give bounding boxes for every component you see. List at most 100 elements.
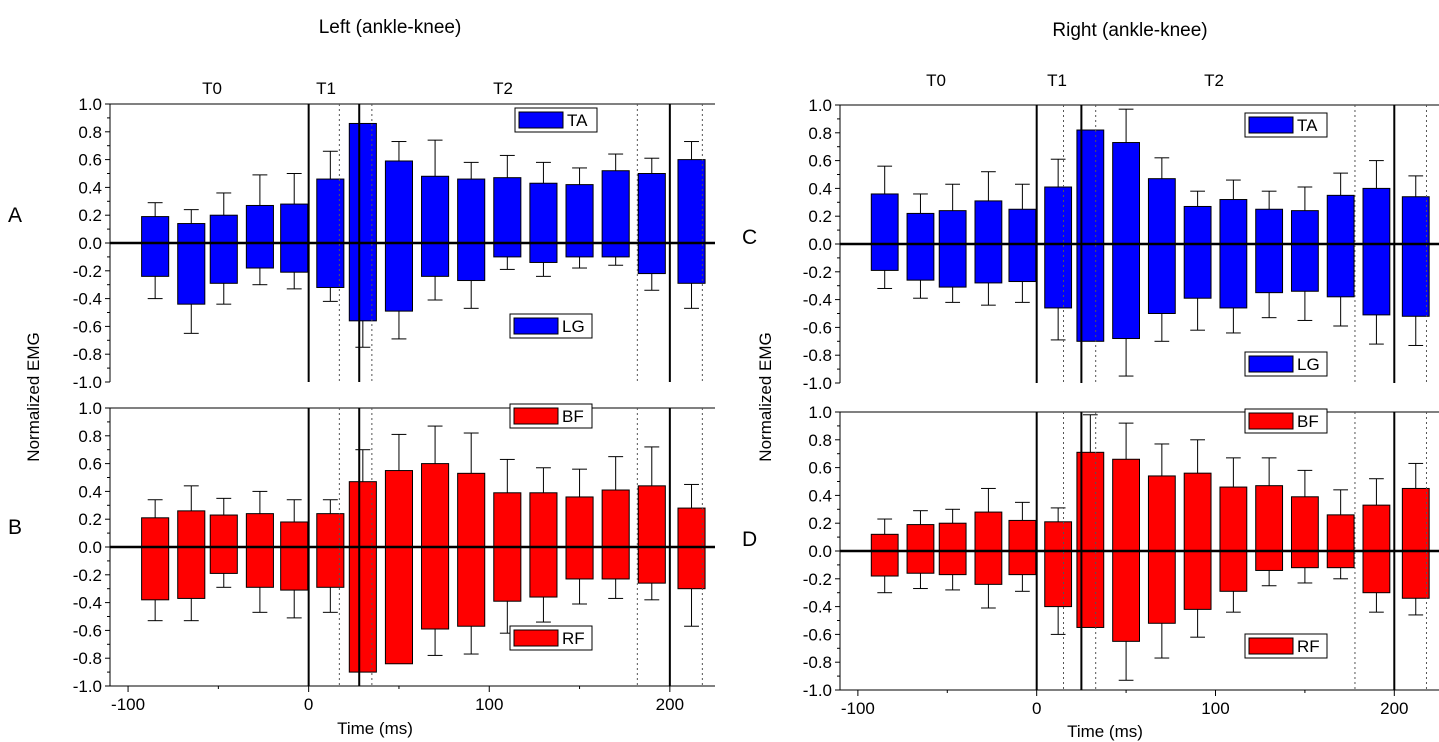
bar-lg — [245, 242, 274, 269]
legend-rf: RF — [1244, 633, 1328, 659]
bar-rf — [1255, 550, 1284, 571]
bar-bf — [1008, 519, 1037, 552]
panel-d: -1.0 -0.8 -0.6 -0.4 -0.2 0.0 0.2 0.4 0.6 0.8 1.0 -1… — [803, 403, 1439, 718]
bar-rf — [421, 546, 450, 630]
panel-letter-c: C — [742, 226, 757, 249]
bar-lg — [906, 243, 935, 281]
y-tick-label: 0.4 — [808, 486, 832, 505]
bar-rf — [974, 550, 1003, 585]
bar-bf — [457, 472, 486, 548]
bar-lg — [601, 242, 630, 258]
y-tick-label: -0.8 — [803, 346, 832, 365]
y-tick-label: 0.0 — [808, 542, 832, 561]
bar-bf — [565, 496, 594, 548]
bar-bf — [677, 507, 706, 548]
series-bf — [870, 414, 1430, 552]
y-tick-label: 1.0 — [78, 399, 102, 418]
bar-rf — [1290, 550, 1319, 569]
bar-ta — [316, 178, 345, 244]
y-tick-label: 0.2 — [78, 510, 102, 529]
y-tick-label: 0.4 — [78, 482, 102, 501]
legend-label: BF — [1297, 412, 1319, 431]
y-tick-label: -0.4 — [803, 598, 832, 617]
bar-ta — [177, 223, 206, 244]
right-phase-t0: T0 — [926, 71, 946, 90]
legend-ta: TA — [1244, 112, 1328, 138]
x-tick-label: 100 — [475, 695, 503, 714]
bar-rf — [1183, 550, 1212, 610]
y-tick-label: 0.6 — [808, 152, 832, 171]
bar-bf — [1401, 487, 1430, 552]
bar-lg — [565, 242, 594, 258]
y-tick-label: -1.0 — [73, 677, 102, 696]
bar-bf — [974, 511, 1003, 552]
bar-ta — [1147, 178, 1176, 245]
y-tick-label: -0.4 — [73, 594, 102, 613]
right-ylabel: Normalized EMG — [756, 332, 775, 461]
bar-rf — [1326, 550, 1355, 569]
y-tick-label: -0.6 — [73, 317, 102, 336]
bar-lg — [280, 242, 309, 273]
legend-label: RF — [1297, 637, 1320, 656]
bar-lg — [1183, 243, 1212, 299]
bar-bf — [1147, 475, 1176, 552]
x-tick-label: 0 — [1032, 699, 1041, 718]
bar-bf — [938, 522, 967, 552]
legend-swatch — [513, 407, 559, 425]
bar-bf — [316, 513, 345, 548]
y-tick-label: -0.6 — [73, 621, 102, 640]
y-tick-label: 0.0 — [808, 235, 832, 254]
left-ylabel: Normalized EMG — [24, 332, 43, 461]
y-tick-label: 0.6 — [78, 151, 102, 170]
right-phase-t2: T2 — [1204, 71, 1224, 90]
y-tick-label: -0.8 — [73, 649, 102, 668]
panel-letter-d: D — [742, 528, 757, 551]
bar-rf — [938, 550, 967, 576]
left-phase-t2: T2 — [493, 79, 513, 98]
bar-ta — [565, 184, 594, 244]
series-rf — [141, 546, 706, 673]
bar-lg — [974, 243, 1003, 284]
y-tick-label: -0.8 — [73, 345, 102, 364]
legend-label: TA — [567, 111, 588, 130]
y-tick-label: -0.2 — [803, 263, 832, 282]
legend-swatch — [1248, 412, 1294, 430]
panel-letter-b: B — [8, 516, 22, 539]
bar-lg — [1219, 243, 1248, 309]
bar-ta — [348, 122, 377, 244]
bar-bf — [1219, 486, 1248, 552]
bar-bf — [1044, 521, 1073, 552]
bar-rf — [209, 546, 238, 574]
legend-label: LG — [562, 317, 585, 336]
y-tick-label: 0.0 — [78, 538, 102, 557]
series-ta — [141, 122, 706, 244]
y-tick-label: -0.4 — [73, 290, 102, 309]
y-tick-label: 0.4 — [808, 179, 832, 198]
bar-ta — [974, 200, 1003, 245]
bar-ta — [384, 160, 414, 244]
y-tick-label: -1.0 — [803, 681, 832, 700]
y-tick-label: 1.0 — [808, 403, 832, 422]
bar-lg — [1290, 243, 1319, 292]
legend-lg: LG — [1244, 351, 1328, 377]
bar-ta — [421, 175, 450, 244]
bar-ta — [1219, 199, 1248, 245]
bar-bf — [906, 524, 935, 552]
series-rf — [870, 550, 1430, 681]
y-tick-label: 0.8 — [808, 124, 832, 143]
legend-label: RF — [562, 629, 585, 648]
bar-rf — [177, 546, 206, 599]
legend-lg: LG — [509, 313, 593, 339]
y-tick-label: 0.2 — [808, 514, 832, 533]
bar-rf — [1147, 550, 1176, 624]
bar-ta — [1112, 142, 1140, 245]
bar-bf — [209, 514, 238, 548]
bar-lg — [141, 242, 170, 277]
bar-lg — [1255, 243, 1284, 294]
right-title: Right (ankle-knee) — [1052, 20, 1207, 41]
y-tick-label: 0.6 — [78, 455, 102, 474]
legend-label: LG — [1297, 355, 1320, 374]
y-tick-label: -0.2 — [803, 570, 832, 589]
bar-lg — [1401, 243, 1430, 317]
series-lg — [870, 243, 1430, 377]
